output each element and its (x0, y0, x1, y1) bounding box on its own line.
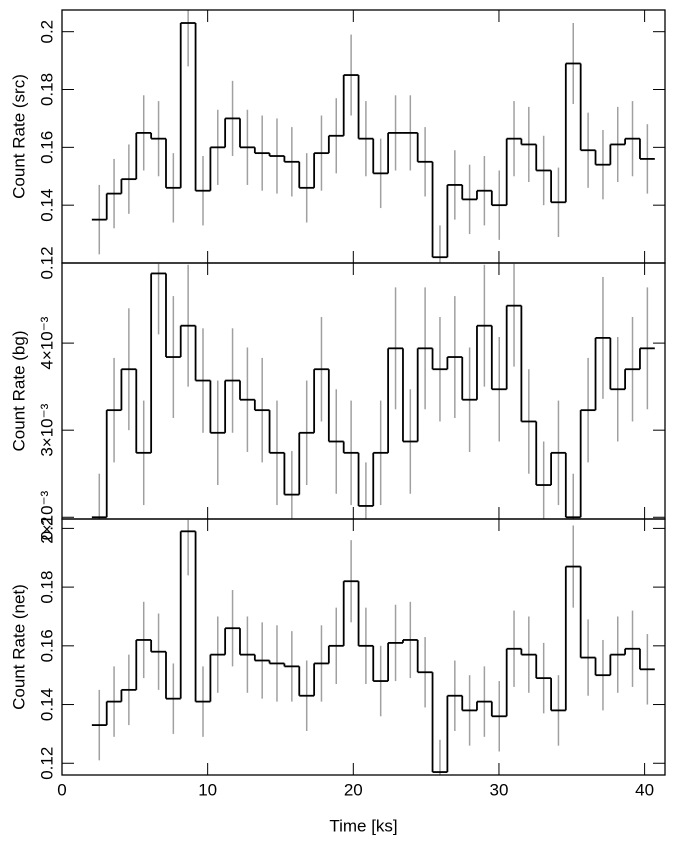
y-tick-label: 0.12 (37, 246, 56, 279)
x-tick-label: 10 (198, 780, 217, 799)
y-tick-label: 0.16 (37, 131, 56, 164)
y-tick-label: 0.2 (37, 517, 56, 541)
y-tick-label: 0.16 (37, 629, 56, 662)
y-axis-label: Count Rate (src) (9, 74, 28, 199)
x-tick-label: 30 (489, 780, 508, 799)
y-axis-label: Count Rate (net) (9, 584, 28, 710)
y-tick-label: 0.14 (37, 189, 56, 222)
x-axis-label: Time [ks] (329, 816, 397, 835)
y-tick-label: 0.2 (37, 20, 56, 44)
x-tick-label: 0 (57, 780, 66, 799)
y-tick-label: 0.18 (37, 571, 56, 604)
y-tick-label: 0.12 (37, 747, 56, 780)
x-tick-label: 20 (344, 780, 363, 799)
plot-frame (61, 9, 666, 264)
y-axis-label: Count Rate (bg) (9, 331, 28, 452)
plot-frame (61, 518, 666, 776)
y-tick-label: 0.18 (37, 73, 56, 106)
y-tick-label: 3×10⁻³ (37, 403, 56, 456)
x-tick-label: 40 (635, 780, 654, 799)
plot-frame (61, 262, 666, 520)
y-tick-label: 2×10⁻³ (37, 490, 56, 543)
y-tick-label: 0.14 (37, 688, 56, 721)
y-tick-label: 4×10⁻³ (37, 316, 56, 369)
